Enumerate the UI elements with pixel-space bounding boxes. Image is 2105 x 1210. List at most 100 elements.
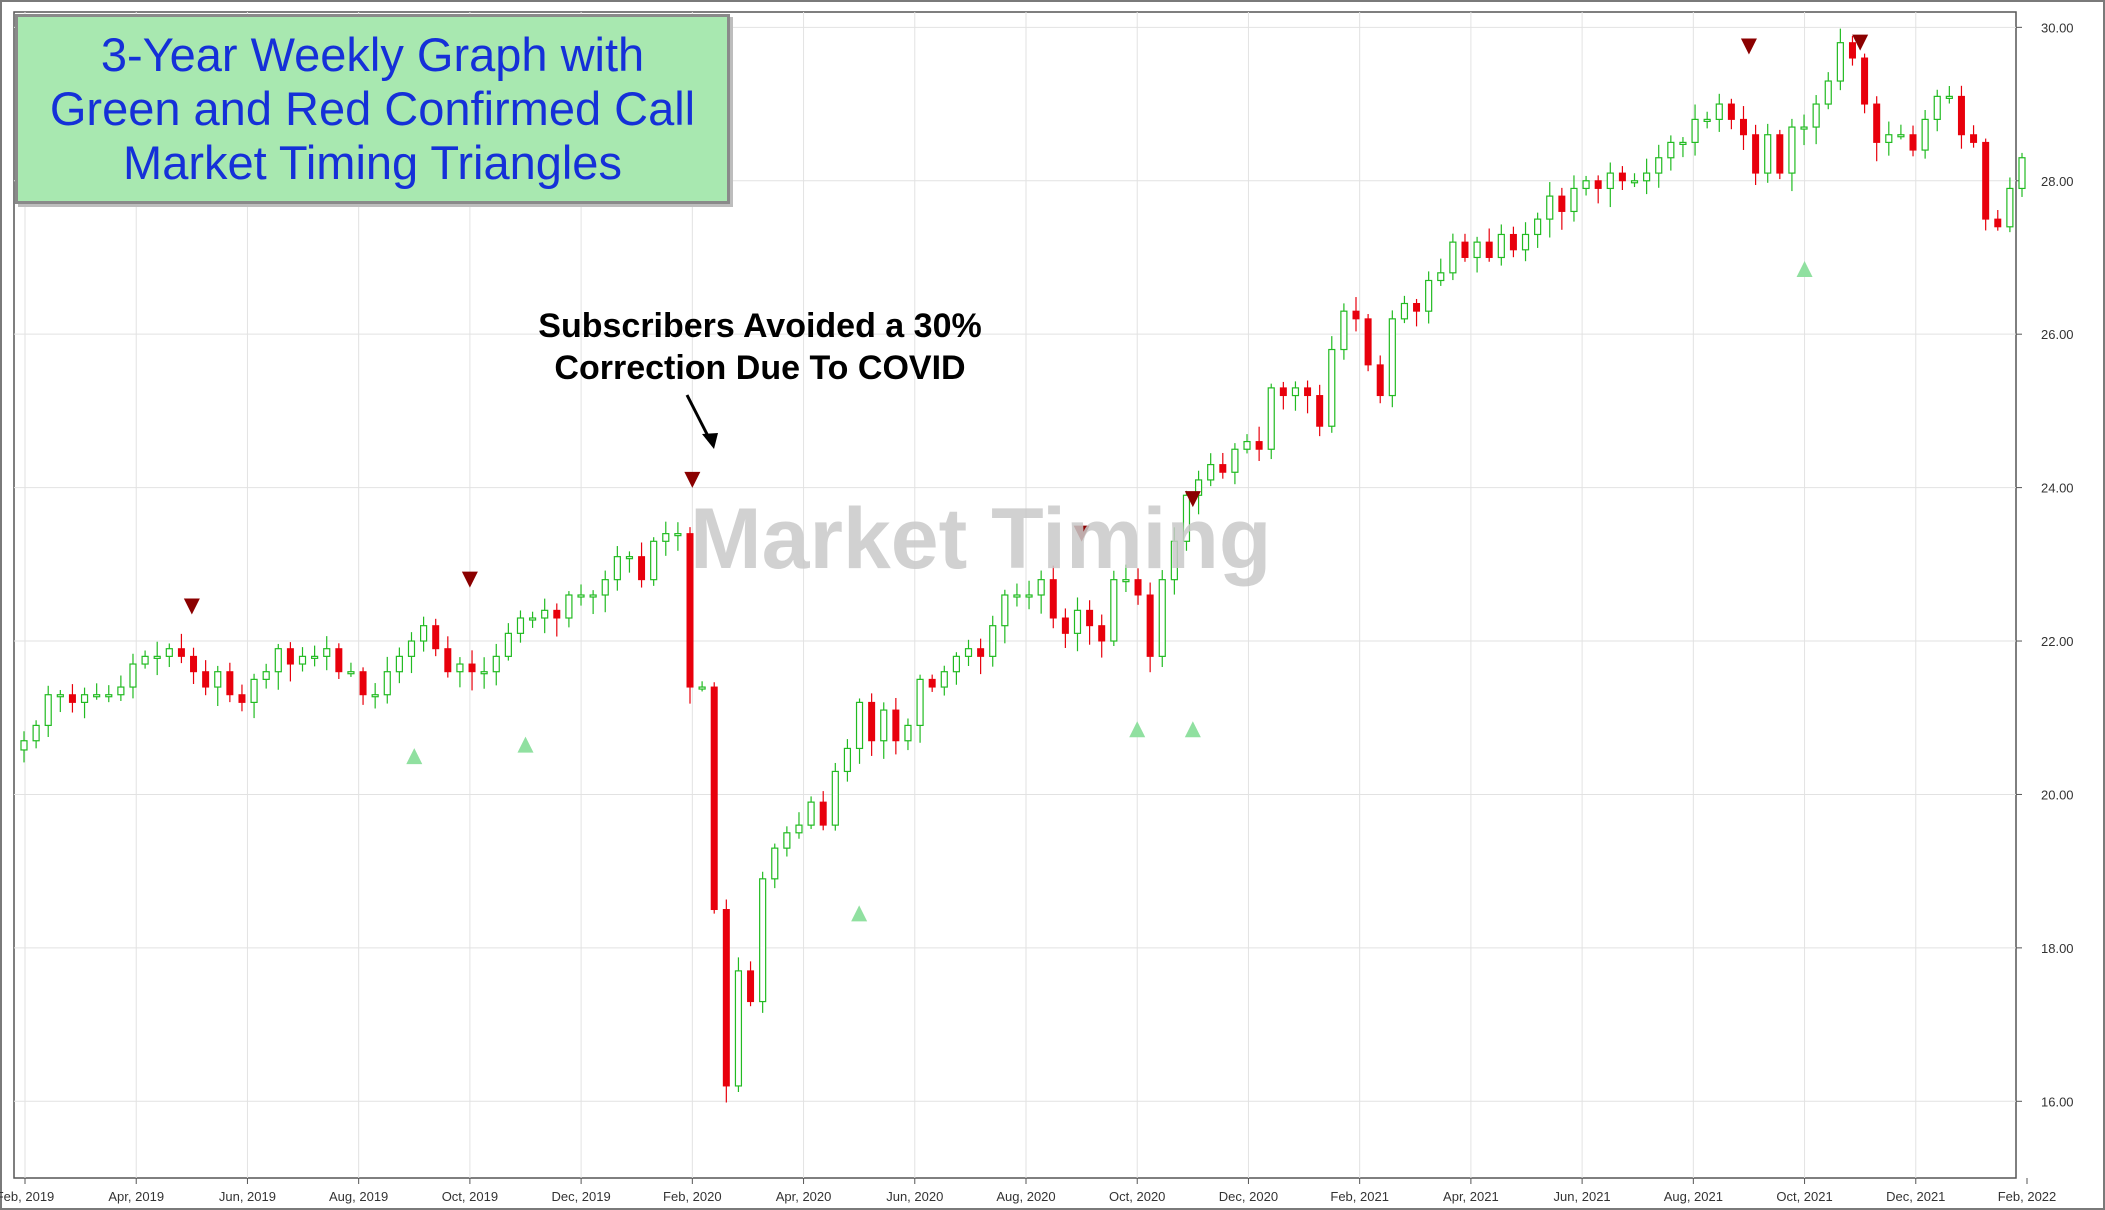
candle-body-up (1691, 118, 1699, 144)
timing-triangles (183, 34, 1869, 922)
candle (250, 673, 258, 719)
candle-body-up (1400, 302, 1409, 320)
candle-body-down (1279, 387, 1287, 397)
x-tick-label: Oct, 2019 (442, 1189, 498, 1204)
candle (1885, 121, 1893, 156)
candle-body-up (1824, 80, 1832, 105)
candle-body-down (868, 701, 876, 742)
candle (1776, 129, 1784, 180)
candle-body-up (214, 671, 222, 688)
candle-body-up (262, 671, 270, 680)
candle (105, 685, 113, 703)
candle (129, 653, 137, 699)
buy-triangle (1184, 721, 1201, 738)
candle-body-up (1836, 42, 1844, 82)
candle (771, 843, 779, 889)
candle-body-down (177, 648, 185, 657)
y-tick-label: 26.00 (2041, 327, 2074, 342)
candle-body-up (771, 847, 779, 880)
candle (141, 650, 149, 669)
candle-body-up (1328, 348, 1336, 427)
candle (1485, 228, 1493, 262)
candle-body-up (1933, 95, 1941, 120)
candle-body-up (456, 663, 464, 673)
candle (190, 647, 198, 684)
y-tick-label: 28.00 (2041, 174, 2074, 189)
candle (1655, 144, 1663, 188)
candle-body-up (989, 625, 997, 657)
candle (892, 697, 900, 755)
candle-body-down (1994, 218, 2002, 228)
candle (1037, 570, 1045, 614)
candle (1873, 96, 1881, 162)
candle (1582, 175, 1590, 196)
sell-triangle (1073, 525, 1090, 542)
candle-body-down (1727, 103, 1735, 120)
candle-body-down (286, 648, 294, 665)
candle-body-down (1134, 579, 1142, 596)
candle-body-down (892, 709, 900, 742)
candle-body-down (1316, 395, 1324, 427)
candle-body-down (190, 655, 198, 673)
candle (1413, 298, 1421, 327)
candle-body-up (1388, 318, 1396, 397)
candle-body-up (1013, 594, 1021, 598)
candle-body-up (20, 740, 28, 751)
candle-body-down (1485, 241, 1493, 258)
candle (759, 871, 767, 1013)
candle (1352, 297, 1360, 332)
candle-body-up (1158, 579, 1166, 657)
candle (165, 643, 173, 668)
candle (1800, 114, 1808, 146)
candle-body-up (165, 648, 173, 657)
candle-body-up (916, 678, 924, 727)
candle (383, 656, 391, 704)
candle-body-down (359, 671, 367, 696)
candle (238, 684, 246, 712)
candle (311, 645, 319, 667)
candle (1086, 600, 1094, 645)
candle (1328, 336, 1336, 433)
candle-body-up (1025, 594, 1033, 598)
candle (32, 720, 40, 749)
buy-triangle (1129, 721, 1146, 738)
candle (420, 616, 428, 652)
candle-body-down (432, 625, 440, 650)
candle-body-up (250, 678, 258, 703)
candle-body-up (1122, 579, 1130, 583)
candle (432, 618, 440, 657)
candle-body-down (638, 556, 646, 581)
candle (1921, 110, 1929, 159)
candle-body-up (589, 594, 597, 598)
candle-body-down (1413, 303, 1421, 312)
candle (964, 639, 973, 666)
candle (1279, 381, 1287, 410)
candle (1013, 583, 1021, 607)
candle-body-up (1037, 579, 1045, 596)
candle-body-up (395, 655, 403, 673)
candle (1182, 490, 1191, 551)
candle (80, 687, 89, 719)
candle (1812, 95, 1820, 145)
candle (226, 662, 234, 703)
candle (456, 657, 464, 688)
candle (1594, 175, 1602, 204)
candle-body-up (1182, 494, 1191, 542)
grid (13, 11, 2017, 1179)
candle-body-down (1618, 172, 1626, 182)
candle (1909, 125, 1917, 157)
candle-body-up (1582, 180, 1590, 190)
candle-body-up (141, 655, 149, 665)
candle (1267, 383, 1275, 460)
candle (1243, 434, 1251, 454)
candle-body-down (1061, 617, 1069, 634)
candle-body-up (1231, 448, 1239, 473)
candle (2006, 177, 2014, 233)
x-tick-label: Dec, 2021 (1886, 1189, 1945, 1204)
candle-body-down (710, 686, 718, 911)
candle (565, 591, 573, 628)
candle (952, 652, 961, 685)
candle-body-up (1291, 387, 1300, 397)
candle-body-up (1449, 241, 1457, 274)
candle (747, 961, 755, 1007)
